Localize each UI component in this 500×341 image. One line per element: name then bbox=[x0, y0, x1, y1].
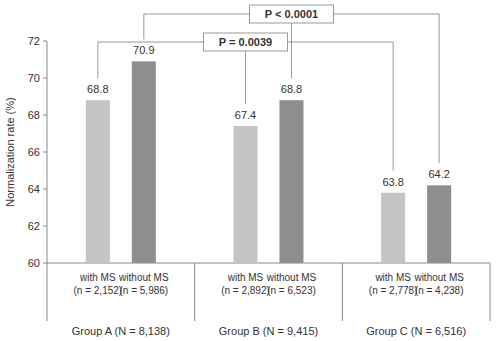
bracket-drop bbox=[143, 14, 144, 39]
bracket-drop bbox=[393, 42, 394, 171]
y-tick bbox=[43, 115, 47, 116]
group-label: Group B (N = 9,415) bbox=[219, 325, 318, 337]
category-line: without MS bbox=[413, 272, 464, 283]
category-label: with MS (n = 2,152) bbox=[74, 272, 123, 296]
data-label: 64.2 bbox=[428, 168, 449, 180]
category-line: without MS bbox=[118, 272, 169, 283]
data-label: 63.8 bbox=[382, 176, 403, 188]
category-label: with MS (n = 2,778) bbox=[369, 272, 418, 296]
category-line: (n = 2,778) bbox=[369, 285, 418, 296]
y-tick-label: 64 bbox=[28, 183, 40, 195]
y-tick bbox=[43, 152, 47, 153]
y-tick bbox=[43, 78, 47, 79]
category-line: without MS bbox=[266, 272, 317, 283]
category-label: without MS (n = 4,238) bbox=[413, 272, 464, 296]
category-line: with MS bbox=[79, 272, 116, 283]
category-label: without MS (n = 6,523) bbox=[266, 272, 317, 296]
y-tick-label: 62 bbox=[28, 220, 40, 232]
bar bbox=[427, 185, 451, 263]
data-label: 70.9 bbox=[133, 44, 154, 56]
bars bbox=[86, 61, 451, 263]
category-line: with MS bbox=[374, 272, 411, 283]
category-line: with MS bbox=[227, 272, 264, 283]
y-tick bbox=[43, 226, 47, 227]
category-line: (n = 5,986) bbox=[120, 285, 169, 296]
y-axis-label: Normalization rate (%) bbox=[4, 97, 16, 206]
bracket: P = 0.0039 bbox=[98, 33, 393, 171]
y-tick bbox=[43, 41, 47, 42]
y-tick-label: 68 bbox=[28, 109, 40, 121]
bar bbox=[86, 100, 110, 263]
bar bbox=[280, 100, 304, 263]
group-divider bbox=[47, 263, 48, 321]
x-axis bbox=[47, 263, 490, 264]
group-divider bbox=[194, 263, 195, 321]
bar bbox=[132, 61, 156, 263]
category-line: (n = 2,152) bbox=[74, 285, 123, 296]
bar bbox=[234, 126, 258, 263]
annotation: P < 0.0001 bbox=[265, 8, 318, 20]
category-line: (n = 6,523) bbox=[267, 285, 316, 296]
y-tick bbox=[43, 189, 47, 190]
category-line: (n = 2,892) bbox=[221, 285, 270, 296]
bracket-drop bbox=[439, 14, 440, 163]
data-label: 68.8 bbox=[281, 83, 302, 95]
y-tick-label: 72 bbox=[28, 35, 40, 47]
category-label: without MS (n = 5,986) bbox=[118, 272, 169, 296]
data-label: 68.8 bbox=[87, 83, 108, 95]
y-tick-label: 70 bbox=[28, 72, 40, 84]
bar bbox=[381, 193, 405, 263]
group-label: Group A (N = 8,138) bbox=[72, 325, 170, 337]
group-divider bbox=[490, 263, 491, 321]
annotation-box bbox=[204, 33, 288, 51]
group-label: Group C (N = 6,516) bbox=[366, 325, 466, 337]
annotation-box bbox=[250, 5, 334, 23]
data-label: 67.4 bbox=[235, 109, 256, 121]
bracket-drop bbox=[97, 42, 98, 78]
category-line: (n = 4,238) bbox=[415, 285, 464, 296]
bracket-drop bbox=[291, 14, 292, 78]
y-tick-label: 60 bbox=[28, 257, 40, 269]
y-tick-label: 66 bbox=[28, 146, 40, 158]
chart: 60 62 64 66 68 70 72 Normalization rate (%) Grou… bbox=[0, 0, 500, 341]
group-divider bbox=[342, 263, 343, 321]
bracket: P < 0.0001 bbox=[144, 5, 439, 163]
annotation: P = 0.0039 bbox=[219, 36, 272, 48]
y-tick bbox=[43, 263, 47, 264]
category-label: with MS (n = 2,892) bbox=[221, 272, 270, 296]
